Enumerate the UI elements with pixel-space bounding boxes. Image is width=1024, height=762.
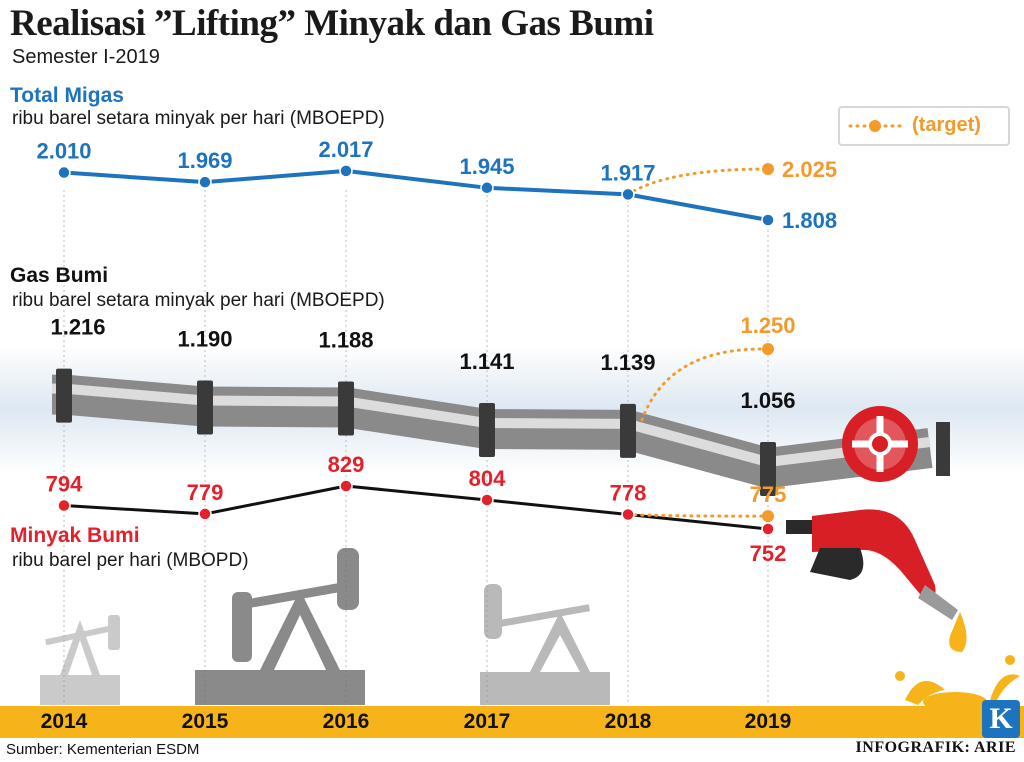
- section-title-gas: Gas Bumi: [10, 264, 109, 287]
- year-label-2017: 2017: [463, 710, 511, 733]
- valve-wheel-icon: [842, 406, 950, 482]
- gas-value-label-2014: 1.216: [50, 315, 105, 340]
- migas-point-2018: [621, 187, 635, 202]
- migas-point-2019: [761, 213, 775, 227]
- migas-point-2015: [198, 175, 212, 189]
- year-label-2014: 2014: [40, 710, 88, 733]
- series-total-migas: 2.010 1.969 2.017 1.945 1.917 1.808 2.025: [36, 137, 837, 233]
- section-title-migas: Total Migas: [10, 84, 124, 107]
- legend: (target): [838, 106, 1010, 146]
- minyak-point-2015: [198, 507, 212, 521]
- year-label-2016: 2016: [322, 710, 370, 733]
- gas-target-label: 1.250: [740, 313, 795, 338]
- fuel-nozzle-icon: [786, 509, 958, 620]
- series-gas-bumi: 1.216 1.190 1.188 1.141 1.139 1.056 1.250: [50, 313, 796, 422]
- gas-pipe-joint-2017: [479, 403, 495, 458]
- gas-pipe-joint-2018: [620, 403, 636, 458]
- pumpjack-left-icon: [40, 615, 120, 705]
- minyak-target-label: 775: [750, 482, 787, 507]
- migas-value-label-2015: 1.969: [177, 148, 232, 173]
- minyak-series-line: [63, 484, 769, 531]
- gas-target-line: [640, 347, 764, 422]
- minyak-value-label-2017: 804: [469, 466, 506, 491]
- publisher-logo: K: [982, 700, 1020, 738]
- migas-value-label-2018: 1.917: [600, 160, 655, 185]
- migas-point-2014: [57, 165, 71, 180]
- migas-target-label: 2.025: [782, 157, 837, 182]
- gas-value-label-2016: 1.188: [318, 327, 373, 352]
- minyak-point-2016: [339, 479, 353, 493]
- migas-value-label-2017: 1.945: [459, 154, 514, 179]
- section-unit-minyak: ribu barel per hari (MBOPD): [12, 550, 249, 571]
- minyak-value-label-2014: 794: [46, 472, 83, 497]
- legend-label: (target): [912, 114, 981, 136]
- migas-target-point: [762, 163, 774, 175]
- infographic-credit: INFOGRAFIK: ARIE: [855, 739, 1016, 756]
- minyak-target-point: [762, 510, 774, 523]
- minyak-value-label-2019: 752: [750, 541, 787, 566]
- gas-value-label-2019: 1.056: [740, 388, 795, 413]
- gas-pipe-joint-2015: [197, 380, 213, 435]
- page-title: Realisasi ”Lifting” Minyak dan Gas Bumi: [10, 3, 654, 44]
- gas-value-label-2018: 1.139: [600, 350, 655, 375]
- series-minyak-bumi: 794 779 829 804 778 752 775: [46, 452, 787, 566]
- pumpjack-center-icon: [195, 548, 365, 705]
- gas-target-point: [762, 343, 774, 355]
- gas-pipe-joint-2014: [56, 368, 72, 423]
- year-label-2018: 2018: [604, 710, 652, 733]
- source-note: Sumber: Kementerian ESDM: [6, 741, 200, 758]
- section-unit-migas: ribu barel setara minyak per hari (MBOEP…: [12, 108, 385, 129]
- migas-value-label-2014: 2.010: [36, 139, 91, 164]
- gas-value-label-2017: 1.141: [459, 349, 514, 374]
- pumpjack-right-icon: [480, 584, 610, 705]
- gas-value-label-2015: 1.190: [177, 327, 232, 352]
- gas-pipe-joint-2016: [338, 381, 354, 436]
- migas-value-label-2019: 1.808: [782, 208, 837, 233]
- gas-pipe-joint-2019: [760, 442, 776, 496]
- section-title-minyak: Minyak Bumi: [10, 524, 140, 547]
- migas-point-2016: [339, 164, 353, 178]
- page-subtitle: Semester I-2019: [12, 46, 160, 68]
- gas-pipe-icon: [44, 368, 950, 496]
- minyak-point-2018: [621, 507, 635, 522]
- minyak-value-label-2018: 778: [610, 480, 647, 505]
- minyak-point-2014: [57, 498, 71, 513]
- migas-point-2017: [480, 181, 494, 195]
- year-label-2015: 2015: [181, 710, 229, 733]
- minyak-target-line: [626, 512, 770, 518]
- minyak-point-2019: [761, 522, 775, 536]
- minyak-point-2017: [480, 493, 494, 507]
- migas-value-label-2016: 2.017: [318, 137, 373, 162]
- minyak-value-label-2016: 829: [328, 452, 365, 477]
- year-axis: 2014 2015 2016 2017 2018 2019: [0, 706, 1024, 738]
- oil-splash-icon: [895, 612, 1020, 712]
- year-label-2019: 2019: [744, 710, 792, 733]
- migas-series-line: [63, 168, 769, 222]
- section-unit-gas: ribu barel setara minyak per hari (MBOEP…: [12, 290, 385, 311]
- gridlines: [63, 190, 769, 705]
- minyak-value-label-2015: 779: [187, 480, 224, 505]
- legend-target-marker-icon: [848, 120, 902, 132]
